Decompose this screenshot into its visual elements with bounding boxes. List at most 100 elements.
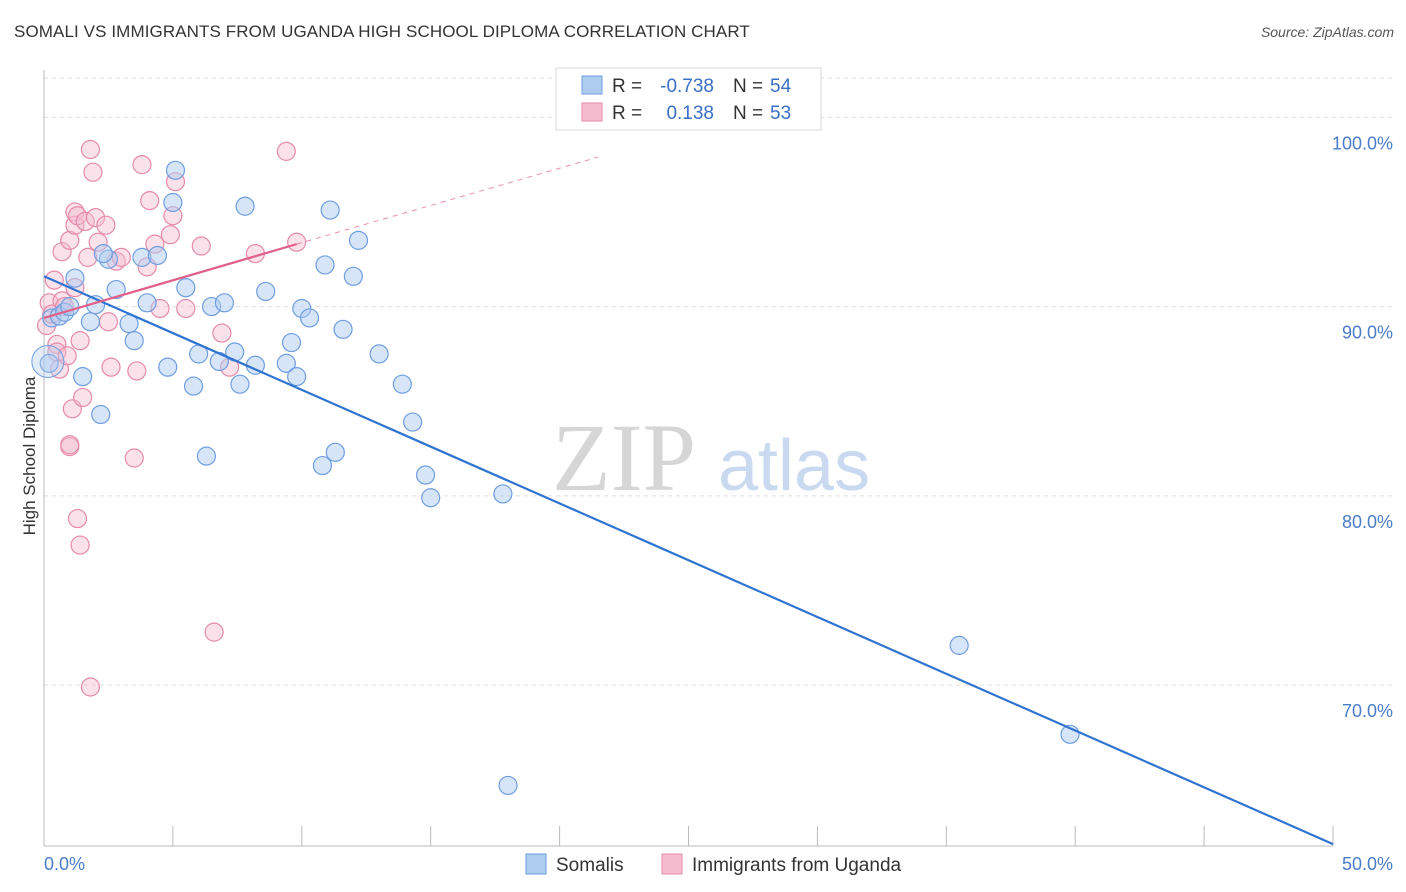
uganda-point (204, 622, 224, 642)
bottom-legend-label-somalis: Somalis (556, 855, 624, 876)
somali-point (415, 465, 436, 485)
somali-point (343, 266, 363, 286)
somali-point (165, 160, 186, 180)
uganda-point (176, 298, 196, 319)
somali-point (276, 353, 296, 373)
y-axis-title: High School Diploma (20, 376, 39, 535)
somali-point (124, 331, 144, 351)
somali-point (333, 319, 353, 339)
somali-point (348, 230, 369, 250)
uganda-point (80, 677, 101, 697)
uganda-point (52, 242, 72, 262)
uganda-point (57, 346, 77, 366)
bottom-legend: Somalis Immigrants from Uganda (525, 853, 902, 876)
uganda-point (96, 215, 116, 235)
somali-point (230, 374, 250, 394)
watermark: ZIP atlas (552, 404, 870, 511)
somali-point (147, 245, 168, 266)
y-tick-label-80: 80.0% (1342, 512, 1393, 532)
somali-point (421, 488, 441, 508)
somali-point (214, 293, 235, 313)
somali-point (493, 484, 513, 504)
watermark-atlas: atlas (718, 426, 870, 506)
uganda-point (83, 162, 103, 182)
uganda-point (287, 232, 307, 252)
somali-point (312, 455, 333, 476)
somali-point (315, 255, 335, 275)
chart-title: SOMALI VS IMMIGRANTS FROM UGANDA HIGH SC… (14, 22, 750, 41)
somali-point (196, 446, 217, 466)
x-tick-labels: 0.0% 50.0% (44, 854, 1393, 874)
somali-point (281, 332, 302, 353)
y-tick-label-100: 100.0% (1332, 133, 1393, 153)
uganda-point (132, 155, 152, 175)
watermark-zip: ZIP (552, 404, 696, 511)
uganda-point (160, 225, 180, 245)
bottom-legend-swatch-somalis (525, 853, 547, 875)
uganda-point (98, 312, 119, 332)
somali-point (106, 279, 126, 300)
somali-point (31, 344, 65, 378)
somali-point (158, 357, 178, 377)
legend-n-value-1: 54 (770, 76, 792, 97)
x-tick-label-0: 0.0% (44, 854, 85, 874)
uganda-point (70, 535, 90, 555)
uganda-point (85, 208, 106, 228)
legend-r-label-1: R = (612, 76, 642, 97)
uganda-point (140, 190, 160, 211)
uganda-point (101, 357, 121, 377)
legend-swatch-uganda (581, 102, 603, 122)
somali-point (91, 404, 111, 425)
uganda-point (127, 361, 147, 381)
uganda-points (36, 139, 307, 697)
somali-point (256, 281, 276, 302)
somali-point (93, 243, 113, 264)
somali-point (949, 635, 969, 655)
somali-point (176, 278, 196, 298)
somali-point (498, 775, 518, 796)
x-ticks (43, 826, 1334, 846)
somali-point (183, 376, 204, 396)
x-tick-label-50: 50.0% (1342, 854, 1393, 874)
uganda-point (73, 387, 93, 408)
somali-point (287, 367, 307, 387)
somali-point (39, 353, 59, 373)
source-note: Source: ZipAtlas.com (1260, 24, 1394, 40)
uganda-point (80, 139, 101, 160)
y-tick-label-70: 70.0% (1342, 701, 1393, 721)
somali-point (80, 312, 101, 332)
legend-r-label-2: R = (612, 103, 642, 124)
somali-points (31, 160, 1080, 796)
somali-point (392, 374, 412, 394)
y-tick-labels: 70.0% 80.0% 90.0% 100.0% (1332, 133, 1393, 721)
legend-r-value-2: 0.138 (666, 103, 714, 124)
uganda-trend-dashed (296, 156, 599, 245)
uganda-point (70, 331, 90, 351)
uganda-trend-line (43, 243, 297, 319)
somali-trend-line (43, 275, 1334, 846)
uganda-point (60, 435, 80, 455)
uganda-point (124, 448, 144, 468)
uganda-point (60, 230, 80, 250)
uganda-point (276, 141, 296, 161)
legend-r-value-1: -0.738 (660, 76, 714, 97)
legend-box: R = -0.738 N = 54 R = 0.138 N = 53 (555, 67, 822, 131)
somali-point (299, 308, 320, 328)
somali-point (137, 293, 157, 313)
legend-n-value-2: 53 (770, 103, 791, 124)
trend-lines (43, 156, 1334, 846)
bottom-legend-swatch-uganda (661, 853, 683, 875)
legend-n-label-2: N = (733, 103, 763, 124)
somali-point (325, 442, 345, 462)
legend-swatch-somalis (581, 75, 603, 95)
somali-point (403, 412, 423, 432)
somali-point (369, 344, 389, 364)
somali-point (235, 196, 255, 216)
somali-point (73, 367, 93, 387)
y-tick-label-90: 90.0% (1342, 323, 1393, 343)
uganda-point (212, 323, 232, 343)
uganda-point (191, 236, 211, 256)
somali-point (320, 200, 340, 220)
uganda-point (67, 508, 88, 529)
